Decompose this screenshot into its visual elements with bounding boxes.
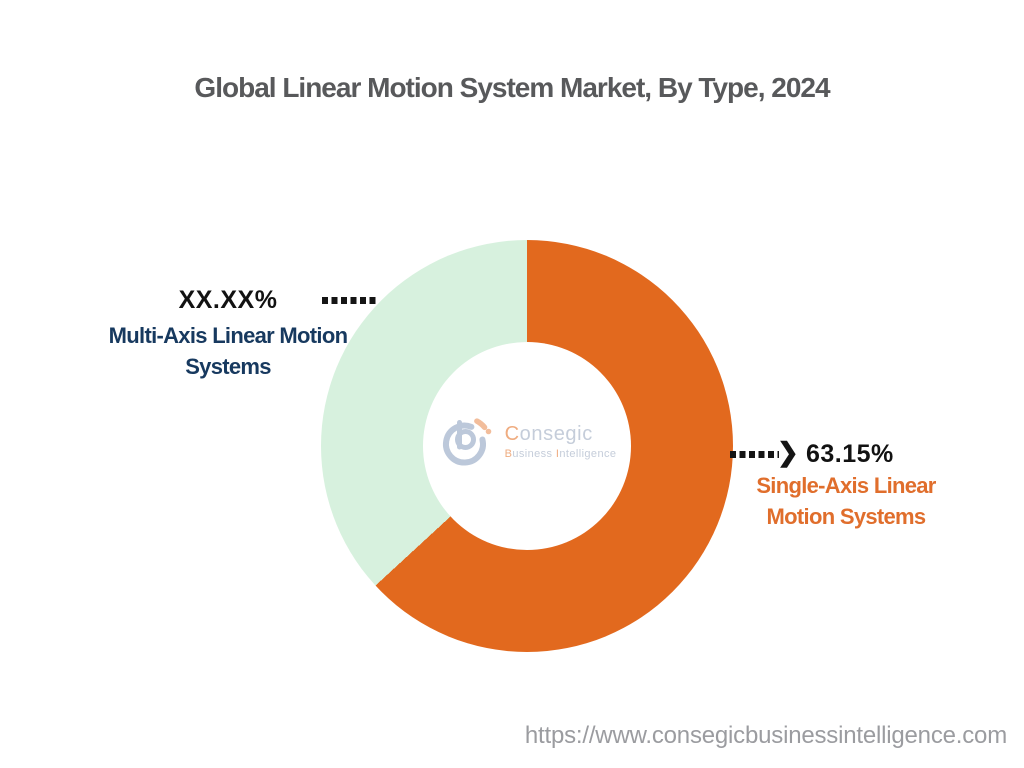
logo-tagline-intelligence: ntelligence [559,447,617,460]
multi-axis-label: Multi-Axis Linear Motion Systems [98,320,358,382]
logo-tagline-initial-i: I [555,447,560,460]
callout-single-axis: Single-Axis Linear Motion Systems [736,470,956,532]
logo-wordmark: Consegic [505,423,617,446]
single-axis-label: Single-Axis Linear Motion Systems [736,470,956,532]
callout-multi-axis: XX.XX% Multi-Axis Linear Motion Systems [98,286,358,382]
multi-axis-label-line1: Multi-Axis Linear Motion [108,323,348,348]
donut-chart: Consegic Business Intelligence [321,240,733,652]
leader-line-right [730,451,779,458]
leader-line-left [322,297,379,304]
logo-tagline: Business Intelligence [505,448,617,460]
single-axis-label-line1: Single-Axis Linear [756,473,936,498]
logo-tagline-initial-b: B [504,447,513,460]
arrow-head-icon: ❯ [777,437,799,467]
consegic-logo: Consegic Business Intelligence [438,415,617,467]
consegic-logo-icon [442,418,491,466]
logo-wordmark-initial: C [504,422,520,445]
logo-tagline-business: usiness [512,447,556,460]
page-title: Global Linear Motion System Market, By T… [194,72,830,103]
donut-hole: Consegic Business Intelligence [423,342,631,550]
single-axis-label-line2: Motion Systems [766,504,927,529]
logo-wordmark-rest: onsegic [519,422,593,445]
logo-text: Consegic Business Intelligence [505,423,617,460]
website-link[interactable]: https://www.consegicbusinessintelligence… [524,722,1007,749]
multi-axis-label-line2: Systems [185,354,271,379]
single-axis-value: 63.15% [806,440,894,468]
multi-axis-value: XX.XX% [178,286,278,314]
